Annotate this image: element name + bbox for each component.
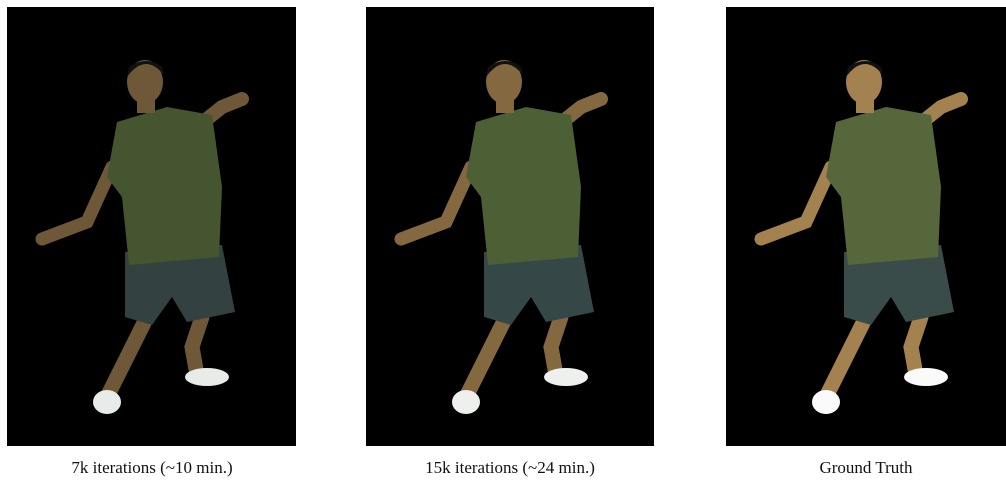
panel-image — [7, 7, 296, 446]
panel-image — [366, 7, 654, 446]
caption: 15k iterations (~24 min.) — [425, 458, 595, 477]
panel-image — [726, 7, 1006, 446]
figure — [7, 7, 1006, 446]
caption: Ground Truth — [819, 458, 913, 477]
caption: 7k iterations (~10 min.) — [71, 458, 233, 477]
